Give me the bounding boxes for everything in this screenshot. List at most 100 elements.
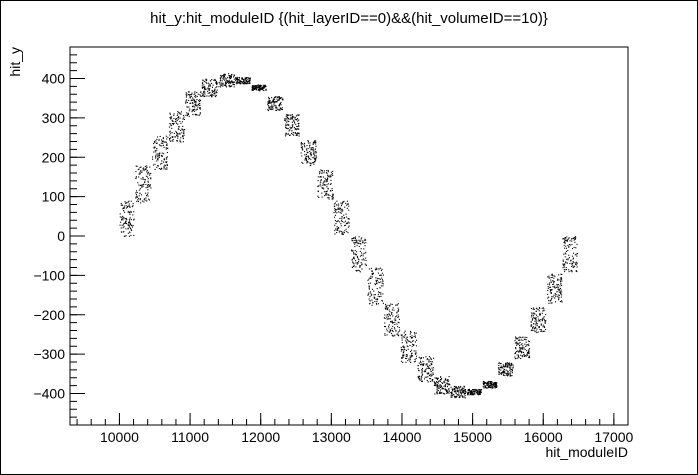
hit-point [165, 148, 167, 150]
hit-point [335, 223, 337, 225]
hit-point [479, 389, 481, 391]
hit-point [571, 240, 573, 242]
hit-point [182, 135, 184, 137]
hit-point [129, 213, 131, 215]
hit-point [196, 98, 198, 101]
hit-point [179, 133, 181, 135]
hit-point [225, 82, 227, 85]
hit-point [528, 356, 530, 359]
hit-point [443, 393, 445, 395]
y-axis-label: hit_y [7, 47, 23, 77]
hit-point [405, 354, 407, 356]
hit-point [414, 335, 416, 337]
hit-point [434, 382, 436, 385]
hit-point [387, 325, 390, 327]
hit-point [329, 194, 331, 196]
hit-point [145, 192, 147, 194]
hit-point [362, 253, 364, 255]
hit-point [382, 285, 384, 287]
hit-point [265, 89, 267, 91]
hit-point [561, 301, 563, 303]
hit-point [154, 146, 156, 148]
hit-point [516, 354, 518, 356]
hit-point [427, 381, 429, 383]
hit-point [538, 318, 540, 320]
hit-point [397, 307, 399, 309]
hit-point [201, 87, 204, 89]
hit-point [571, 238, 573, 240]
hit-point [438, 387, 440, 389]
hit-point [173, 114, 175, 116]
hit-point [417, 364, 419, 367]
hit-point [576, 261, 578, 263]
hit-point [340, 223, 342, 225]
hit-point [183, 132, 185, 134]
hit-point [254, 85, 256, 87]
hit-point [284, 119, 286, 121]
hit-point [175, 119, 177, 121]
hit-point [189, 95, 191, 97]
hit-point [163, 153, 165, 155]
hit-point [551, 273, 553, 275]
hit-point [230, 81, 232, 83]
hit-point [157, 159, 159, 161]
hit-point [296, 114, 298, 116]
hit-point [184, 129, 186, 131]
hit-point [138, 168, 140, 170]
hit-point [139, 199, 141, 201]
hit-point [414, 358, 416, 360]
hit-point [565, 253, 567, 255]
hit-point [518, 337, 520, 339]
hit-point [161, 168, 163, 170]
hit-point [230, 75, 232, 77]
hit-point [360, 238, 362, 240]
hit-point [430, 375, 432, 377]
hit-point [194, 96, 196, 98]
hit-point [121, 231, 123, 233]
hit-point [140, 178, 142, 180]
hit-point [476, 390, 478, 392]
hit-point [226, 77, 229, 79]
hit-point [472, 392, 474, 394]
hit-point [166, 167, 168, 169]
hit-point [469, 390, 471, 392]
hit-point [523, 347, 525, 349]
hit-point [141, 186, 143, 188]
hit-point [171, 135, 173, 138]
hit-point [182, 138, 184, 140]
hit-point [412, 343, 414, 345]
hit-point [129, 221, 131, 223]
hit-point [440, 385, 442, 387]
hit-point [507, 375, 509, 377]
hit-point [305, 153, 307, 155]
hit-point [484, 386, 486, 389]
hit-point [305, 157, 307, 159]
hit-point [401, 339, 403, 341]
hit-point [566, 262, 568, 264]
hit-point [181, 121, 184, 123]
hit-point [158, 154, 160, 156]
hit-point [221, 75, 223, 77]
hit-point [341, 233, 343, 235]
hit-point [208, 86, 210, 88]
hit-point [223, 75, 225, 77]
hit-point [169, 117, 171, 119]
hit-point [402, 354, 404, 356]
hit-point [317, 180, 319, 182]
hit-point [395, 319, 397, 321]
hit-point [300, 152, 302, 154]
hit-point [214, 78, 216, 80]
hit-point [525, 344, 527, 346]
hit-point [168, 126, 171, 128]
hit-point [372, 272, 374, 274]
hit-point [370, 294, 372, 296]
hit-point [422, 360, 424, 363]
hit-point [320, 179, 322, 181]
hit-point [429, 374, 431, 376]
hit-point [543, 310, 545, 312]
hit-point [540, 319, 542, 321]
hit-point [345, 202, 347, 204]
hit-point [469, 392, 471, 394]
hit-point [566, 240, 569, 242]
hit-point [397, 334, 399, 336]
